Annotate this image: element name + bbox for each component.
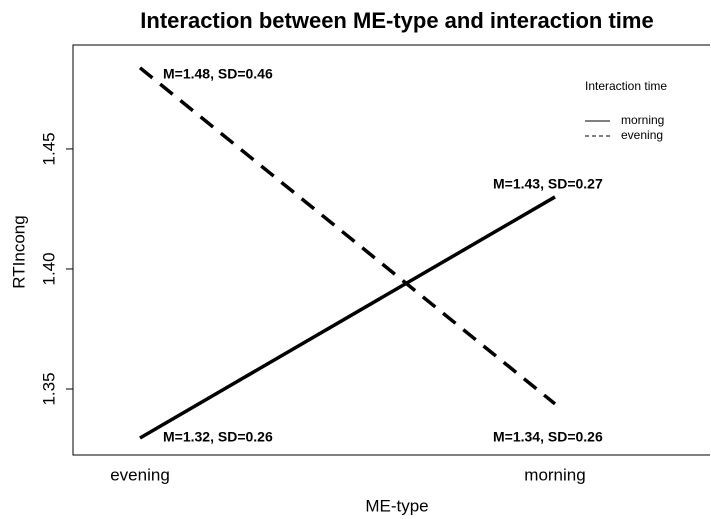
annotation: M=1.32, SD=0.26 bbox=[163, 429, 273, 445]
x-axis-label: ME-type bbox=[365, 496, 428, 515]
legend-label: evening bbox=[621, 128, 663, 142]
annotation: M=1.43, SD=0.27 bbox=[493, 176, 603, 192]
chart-title: Interaction between ME-type and interact… bbox=[140, 8, 653, 33]
legend-title: Interaction time bbox=[585, 79, 667, 93]
line-series bbox=[139, 195, 556, 440]
y-tick-label: 1.40 bbox=[39, 252, 58, 285]
line-series bbox=[138, 66, 557, 406]
x-tick-label: morning bbox=[524, 465, 585, 484]
y-tick-label: 1.45 bbox=[39, 132, 58, 165]
y-axis-label: RTIncong bbox=[9, 215, 28, 288]
y-tick-label: 1.35 bbox=[39, 372, 58, 405]
plot-box bbox=[72, 44, 710, 456]
x-tick-label: evening bbox=[110, 465, 170, 484]
annotation: M=1.34, SD=0.26 bbox=[493, 429, 603, 445]
annotation: M=1.48, SD=0.46 bbox=[163, 66, 273, 82]
legend-label: morning bbox=[621, 113, 664, 127]
